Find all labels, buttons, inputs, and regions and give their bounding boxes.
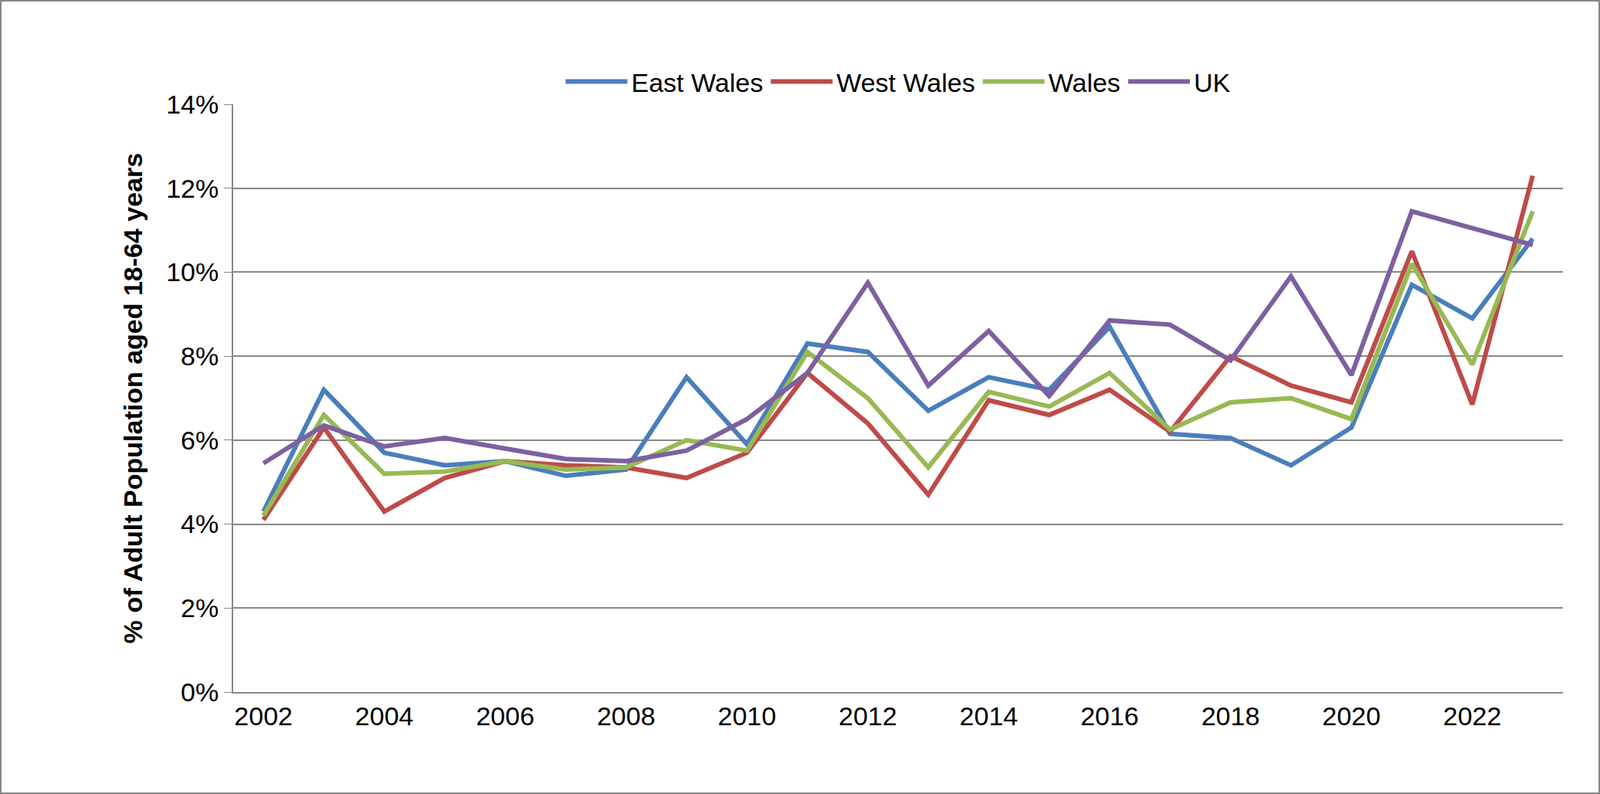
svg-text:Wales: Wales [1048,67,1121,98]
svg-text:2010: 2010 [717,701,777,731]
svg-text:% of Adult Population aged 18-: % of Adult Population aged 18-64 years [118,152,148,644]
svg-text:2008: 2008 [596,701,656,731]
svg-text:2018: 2018 [1201,701,1261,731]
svg-text:2%: 2% [180,593,219,623]
svg-text:4%: 4% [180,508,219,539]
svg-text:2022: 2022 [1443,701,1502,731]
svg-text:2002: 2002 [233,701,293,731]
svg-text:6%: 6% [180,425,219,455]
svg-text:12%: 12% [166,173,219,204]
svg-text:2006: 2006 [475,701,535,731]
svg-text:2004: 2004 [355,701,414,731]
svg-text:10%: 10% [166,257,219,287]
svg-text:West Wales: West Wales [836,67,975,98]
svg-text:UK: UK [1193,67,1231,98]
svg-text:East Wales: East Wales [631,67,764,98]
svg-text:14%: 14% [166,89,219,119]
svg-text:2016: 2016 [1080,701,1139,731]
svg-text:8%: 8% [180,341,219,371]
svg-text:2020: 2020 [1322,701,1381,731]
svg-text:0%: 0% [180,677,219,707]
svg-text:2012: 2012 [838,701,898,731]
svg-text:2014: 2014 [959,701,1019,731]
